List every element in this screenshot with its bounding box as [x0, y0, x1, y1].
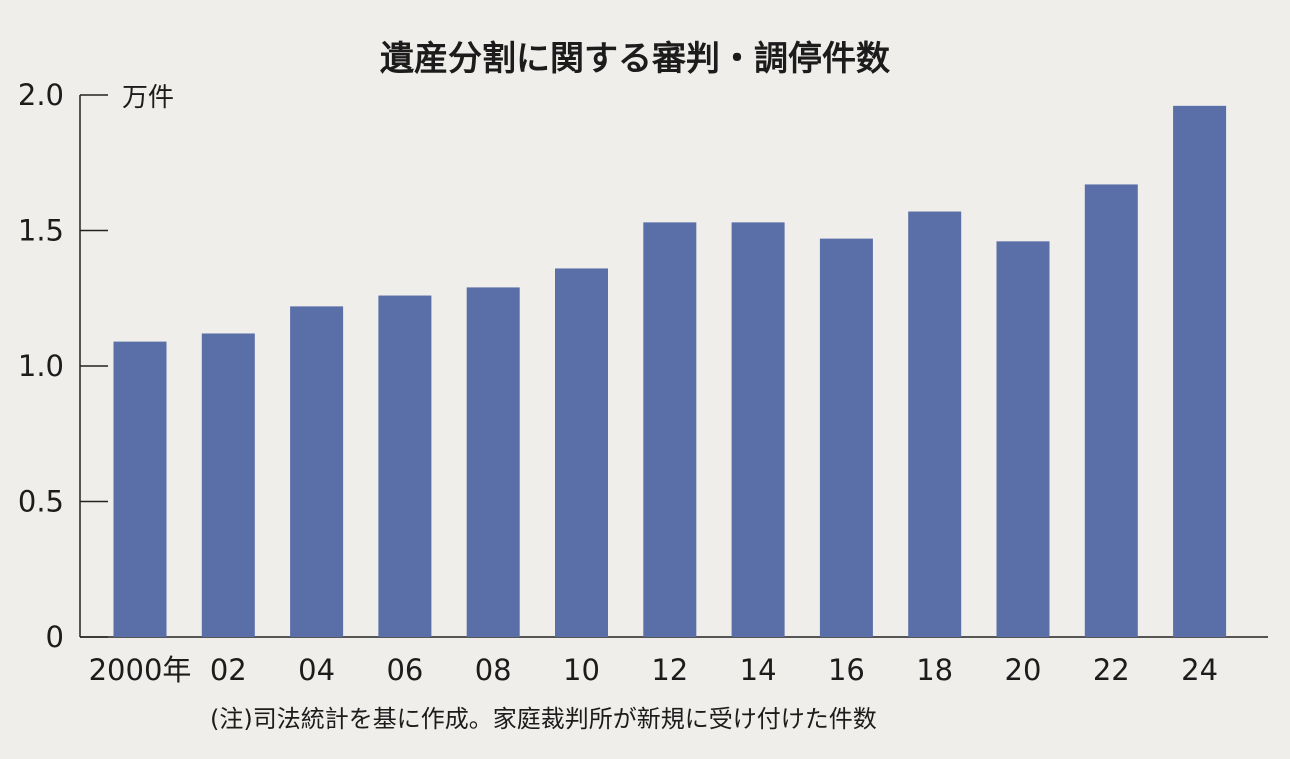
x-tick-label: 2000年 [89, 653, 192, 687]
y-ticks: 0 0.5 1.0 1.5 2.0 [18, 78, 108, 654]
bar [643, 222, 697, 637]
x-tick-label: 18 [916, 653, 953, 687]
x-tick-label: 02 [210, 653, 247, 687]
x-tick-label: 14 [740, 653, 777, 687]
y-tick-label: 2.0 [18, 78, 64, 112]
x-tick-label: 08 [475, 653, 512, 687]
y-tick-label: 0.5 [18, 485, 64, 519]
bar [1084, 184, 1138, 637]
bar [113, 341, 167, 637]
x-tick-label: 04 [298, 653, 335, 687]
chart-note: (注)司法統計を基に作成。家庭裁判所が新規に受け付けた件数 [210, 705, 877, 733]
x-tick-label: 10 [563, 653, 600, 687]
x-tick-label: 12 [651, 653, 688, 687]
x-tick-label: 16 [828, 653, 865, 687]
bar [555, 268, 608, 637]
y-tick-label: 0 [46, 620, 64, 654]
bar [378, 295, 432, 637]
bar [908, 211, 962, 637]
bar [290, 306, 344, 637]
x-tick-label: 20 [1005, 653, 1042, 687]
bar [1173, 105, 1227, 638]
bar [201, 333, 255, 637]
bar [731, 222, 785, 637]
x-tick-label: 22 [1093, 653, 1130, 687]
bar [819, 238, 873, 637]
y-tick-label: 1.0 [18, 349, 64, 383]
chart-title: 遺産分割に関する審判・調停件数 [380, 39, 890, 79]
x-tick-label: 24 [1181, 653, 1218, 687]
y-axis-unit-label: 万件 [122, 83, 174, 113]
bar [996, 241, 1050, 637]
y-tick-label: 1.5 [18, 214, 64, 248]
x-tick-label: 06 [386, 653, 423, 687]
x-tick-labels: 2000年 02 04 06 08 10 12 14 16 18 20 22 24 [89, 653, 1218, 687]
bars [113, 105, 1227, 638]
bar [466, 287, 520, 637]
